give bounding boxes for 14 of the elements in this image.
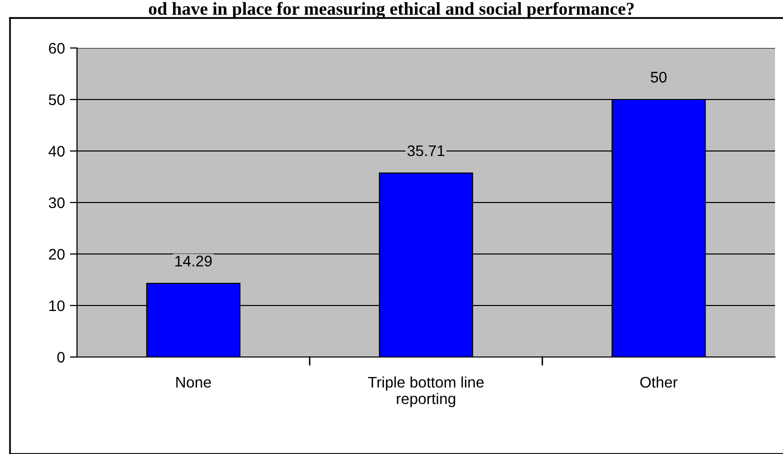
y-tick-label: 30 <box>48 197 65 208</box>
x-tick-label: None <box>176 377 211 388</box>
y-tick-label: 60 <box>48 42 65 54</box>
data-label: 14.29 <box>175 256 212 266</box>
y-tick-label: 40 <box>48 146 65 157</box>
x-tick-label: Other <box>640 376 678 388</box>
data-label: 35.71 <box>407 145 444 156</box>
y-tick-label: 0 <box>57 352 65 363</box>
x-tick-label: Triple bottom line reporting <box>368 376 484 408</box>
chart-title: od have in place for measuring ethical and social performance? <box>148 2 634 19</box>
y-tick-label: 10 <box>49 300 65 312</box>
y-tick-label: 50 <box>48 94 65 106</box>
data-label: 50 <box>650 72 667 83</box>
y-tick-label: 20 <box>48 248 65 260</box>
